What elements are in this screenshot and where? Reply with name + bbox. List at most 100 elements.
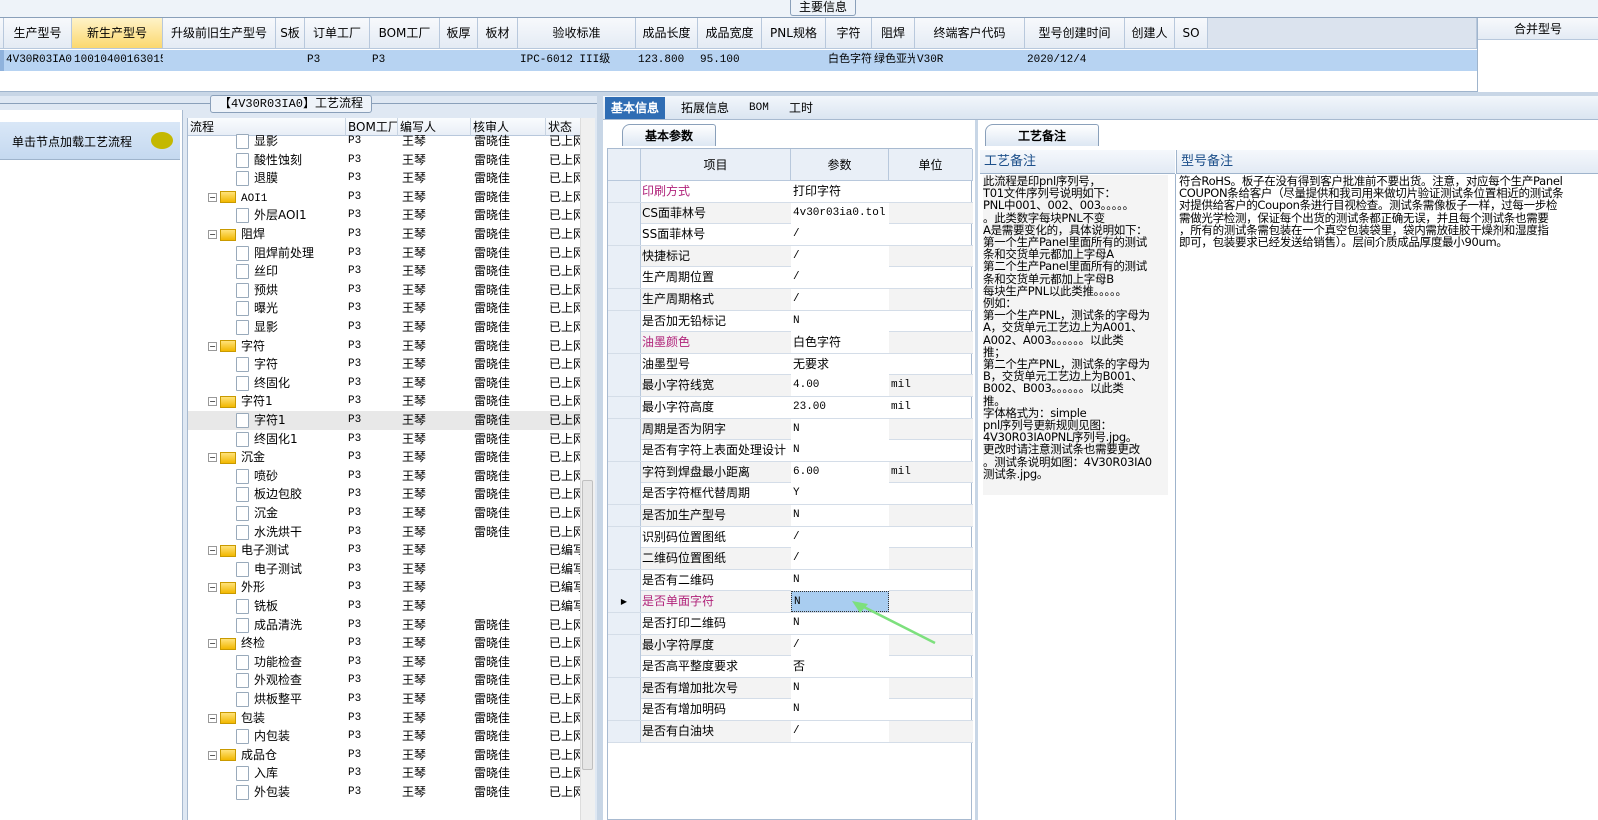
param-row[interactable]: 快捷标记 / [608,245,973,268]
col-bom-factory[interactable]: BOM工厂 [346,118,398,136]
col-writer[interactable]: 编写人 [398,118,471,136]
collapse-icon[interactable]: − [208,583,217,593]
tree-step-node[interactable]: 成品清洗 P3 王琴 雷晓佳 已上网 [188,616,581,635]
subtab-basic-params[interactable]: 基本参数 [622,124,717,146]
col-created-time[interactable]: 型号创建时间 [1025,18,1125,49]
param-row[interactable]: 是否加生产型号 N [608,505,973,527]
col-old-model[interactable]: 升级前旧生产型号 [163,18,276,49]
col-material[interactable]: 板材 [478,18,518,49]
param-value[interactable]: N [791,440,889,462]
param-value[interactable]: 23.00 [791,397,889,418]
tree-step-node[interactable]: 功能检查 P3 王琴 雷晓佳 已上网 [188,653,581,672]
col-width[interactable]: 成品宽度 [698,18,762,49]
param-value[interactable]: N [791,699,889,721]
param-value[interactable]: / [791,721,889,742]
cell-customer-code[interactable]: V30R [915,50,1025,71]
param-value[interactable]: / [791,526,889,548]
tree-step-node[interactable]: 酸性蚀刻 P3 王琴 雷晓佳 已上网 [188,151,581,170]
param-row[interactable]: 二维码位置图纸 / [608,548,973,570]
tree-scrollbar-thumb[interactable] [582,480,593,770]
col-customer-code[interactable]: 终端客户代码 [915,18,1025,49]
tree-group-node[interactable]: − 沉金 P3 王琴 雷晓佳 已上网 [188,448,581,467]
param-value[interactable]: N [791,418,889,440]
col-unit[interactable]: 单位 [889,149,973,181]
tree-step-node[interactable]: 丝印 P3 王琴 雷晓佳 已上网 [188,262,581,281]
param-row[interactable]: 字符到焊盘最小距离 6.00 mil [608,461,973,484]
load-flow-hint-bar[interactable]: 单击节点加载工艺流程 [0,122,180,160]
process-notes-text[interactable]: 此流程是印pnl序列号， T01文件序列号说明如下： PNL中001、002、0… [983,175,1168,495]
param-row[interactable]: 是否有白油块 / [608,721,973,743]
param-row[interactable]: 是否加无铅标记 N [608,310,973,333]
cell-created-time[interactable]: 2020/12/4 [1025,50,1125,71]
tree-step-node[interactable]: 显影 P3 王琴 雷晓佳 已上网 [188,318,581,337]
param-value[interactable]: N [791,505,889,526]
param-value[interactable]: 否 [791,656,889,678]
param-value[interactable]: N [791,613,889,634]
param-row[interactable]: 识别码位置图纸 / [608,526,973,549]
tab-work-hours[interactable]: 工时 [789,101,814,115]
col-acceptance-std[interactable]: 验收标准 [518,18,636,49]
tree-step-node[interactable]: 外观检查 P3 王琴 雷晓佳 已上网 [188,671,581,690]
col-solder-mask[interactable]: 阻焊 [872,18,915,49]
param-value[interactable]: 无要求 [791,353,889,375]
col-creator[interactable]: 创建人 [1125,18,1175,49]
col-s-board[interactable]: S板 [276,18,305,49]
cell-new-production-model[interactable]: 10010400163015 [72,50,163,71]
param-value[interactable]: / [791,548,889,570]
tree-step-node[interactable]: 板边包胶 P3 王琴 雷晓佳 已上网 [188,485,581,504]
param-row[interactable]: 生产周期格式 / [608,289,973,311]
cell-old-model[interactable] [163,50,276,71]
tree-step-node[interactable]: 字符 P3 王琴 雷晓佳 已上网 [188,355,581,374]
cell-width[interactable]: 95.100 [698,50,762,71]
model-notes-text[interactable]: 符合RoHS。板子在没有得到客户批准前不要出货。注意，对应每个生产Panel C… [1179,175,1564,250]
tree-group-node[interactable]: − 阻焊 P3 王琴 雷晓佳 已上网 [188,225,581,244]
cell-so[interactable] [1175,50,1208,71]
col-bom-factory[interactable]: BOM工厂 [370,18,440,49]
cell-bom-factory[interactable]: P3 [370,50,440,71]
cell-solder-mask[interactable]: 绿色亚光 [872,50,915,71]
col-length[interactable]: 成品长度 [636,18,698,49]
collapse-icon[interactable]: − [208,453,217,463]
param-value[interactable]: / [791,224,889,246]
collapse-icon[interactable]: − [208,713,217,723]
col-pnl-spec[interactable]: PNL规格 [762,18,826,49]
param-value[interactable]: 6.00 [791,461,889,483]
tree-step-node[interactable]: 终固化1 P3 王琴 雷晓佳 已上网 [188,430,581,449]
tree-step-node[interactable]: 阻焊前处理 P3 王琴 雷晓佳 已上网 [188,244,581,263]
tree-group-node[interactable]: − 成品仓 P3 王琴 雷晓佳 已上网 [188,746,581,765]
collapse-icon[interactable]: − [208,639,217,649]
tab-extended-info[interactable]: 拓展信息 [681,101,730,115]
cell-length[interactable]: 123.800 [636,50,698,71]
col-item[interactable]: 项目 [641,149,791,181]
tree-step-node[interactable]: 沉金 P3 王琴 雷晓佳 已上网 [188,504,581,523]
param-row[interactable]: 最小字符厚度 / [608,634,973,657]
collapse-icon[interactable]: − [208,341,217,351]
col-flow[interactable]: 流程 [188,118,346,136]
param-value[interactable]: / [791,245,889,267]
param-value[interactable]: 4v30r03ia0.tol [791,202,889,224]
tree-step-node[interactable]: 曝光 P3 王琴 雷晓佳 已上网 [188,299,581,318]
tree-step-node[interactable]: 字符1 P3 王琴 雷晓佳 已上网 [188,411,581,430]
param-value[interactable]: N [791,310,889,332]
tree-step-node[interactable]: 外包装 P3 王琴 雷晓佳 已上网 [188,783,581,802]
param-value[interactable]: / [791,289,889,310]
tree-step-node[interactable]: 终固化 P3 王琴 雷晓佳 已上网 [188,374,581,393]
param-value[interactable]: 白色字符 [791,332,889,354]
tree-group-node[interactable]: − 字符 P3 王琴 雷晓佳 已上网 [188,337,581,356]
tree-group-node[interactable]: − 终检 P3 王琴 雷晓佳 已上网 [188,634,581,653]
tree-step-node[interactable]: 显影 P3 王琴 雷晓佳 已上网 [188,132,581,151]
cell-production-model[interactable]: 4V30R03IA0 [4,50,72,71]
tree-step-node[interactable]: 喷砂 P3 王琴 雷晓佳 已上网 [188,467,581,486]
param-value[interactable]: 4.00 [791,375,889,397]
param-value[interactable]: / [791,634,889,656]
col-order-factory[interactable]: 订单工厂 [305,18,370,49]
tree-step-node[interactable]: 水洗烘干 P3 王琴 雷晓佳 已上网 [188,523,581,542]
tree-step-node[interactable]: 预烘 P3 王琴 雷晓佳 已上网 [188,281,581,300]
tree-step-node[interactable]: 入库 P3 王琴 雷晓佳 已上网 [188,764,581,783]
col-new-production-model[interactable]: 新生产型号 [72,18,163,49]
collapse-icon[interactable]: − [208,230,217,239]
tree-step-node[interactable]: 烘板整平 P3 王琴 雷晓佳 已上网 [188,690,581,709]
tree-group-node[interactable]: − 包装 P3 王琴 雷晓佳 已上网 [188,709,581,728]
tree-step-node[interactable]: 电子测试 P3 王琴 已编写 [188,560,581,579]
cell-pnl-spec[interactable] [762,50,826,71]
